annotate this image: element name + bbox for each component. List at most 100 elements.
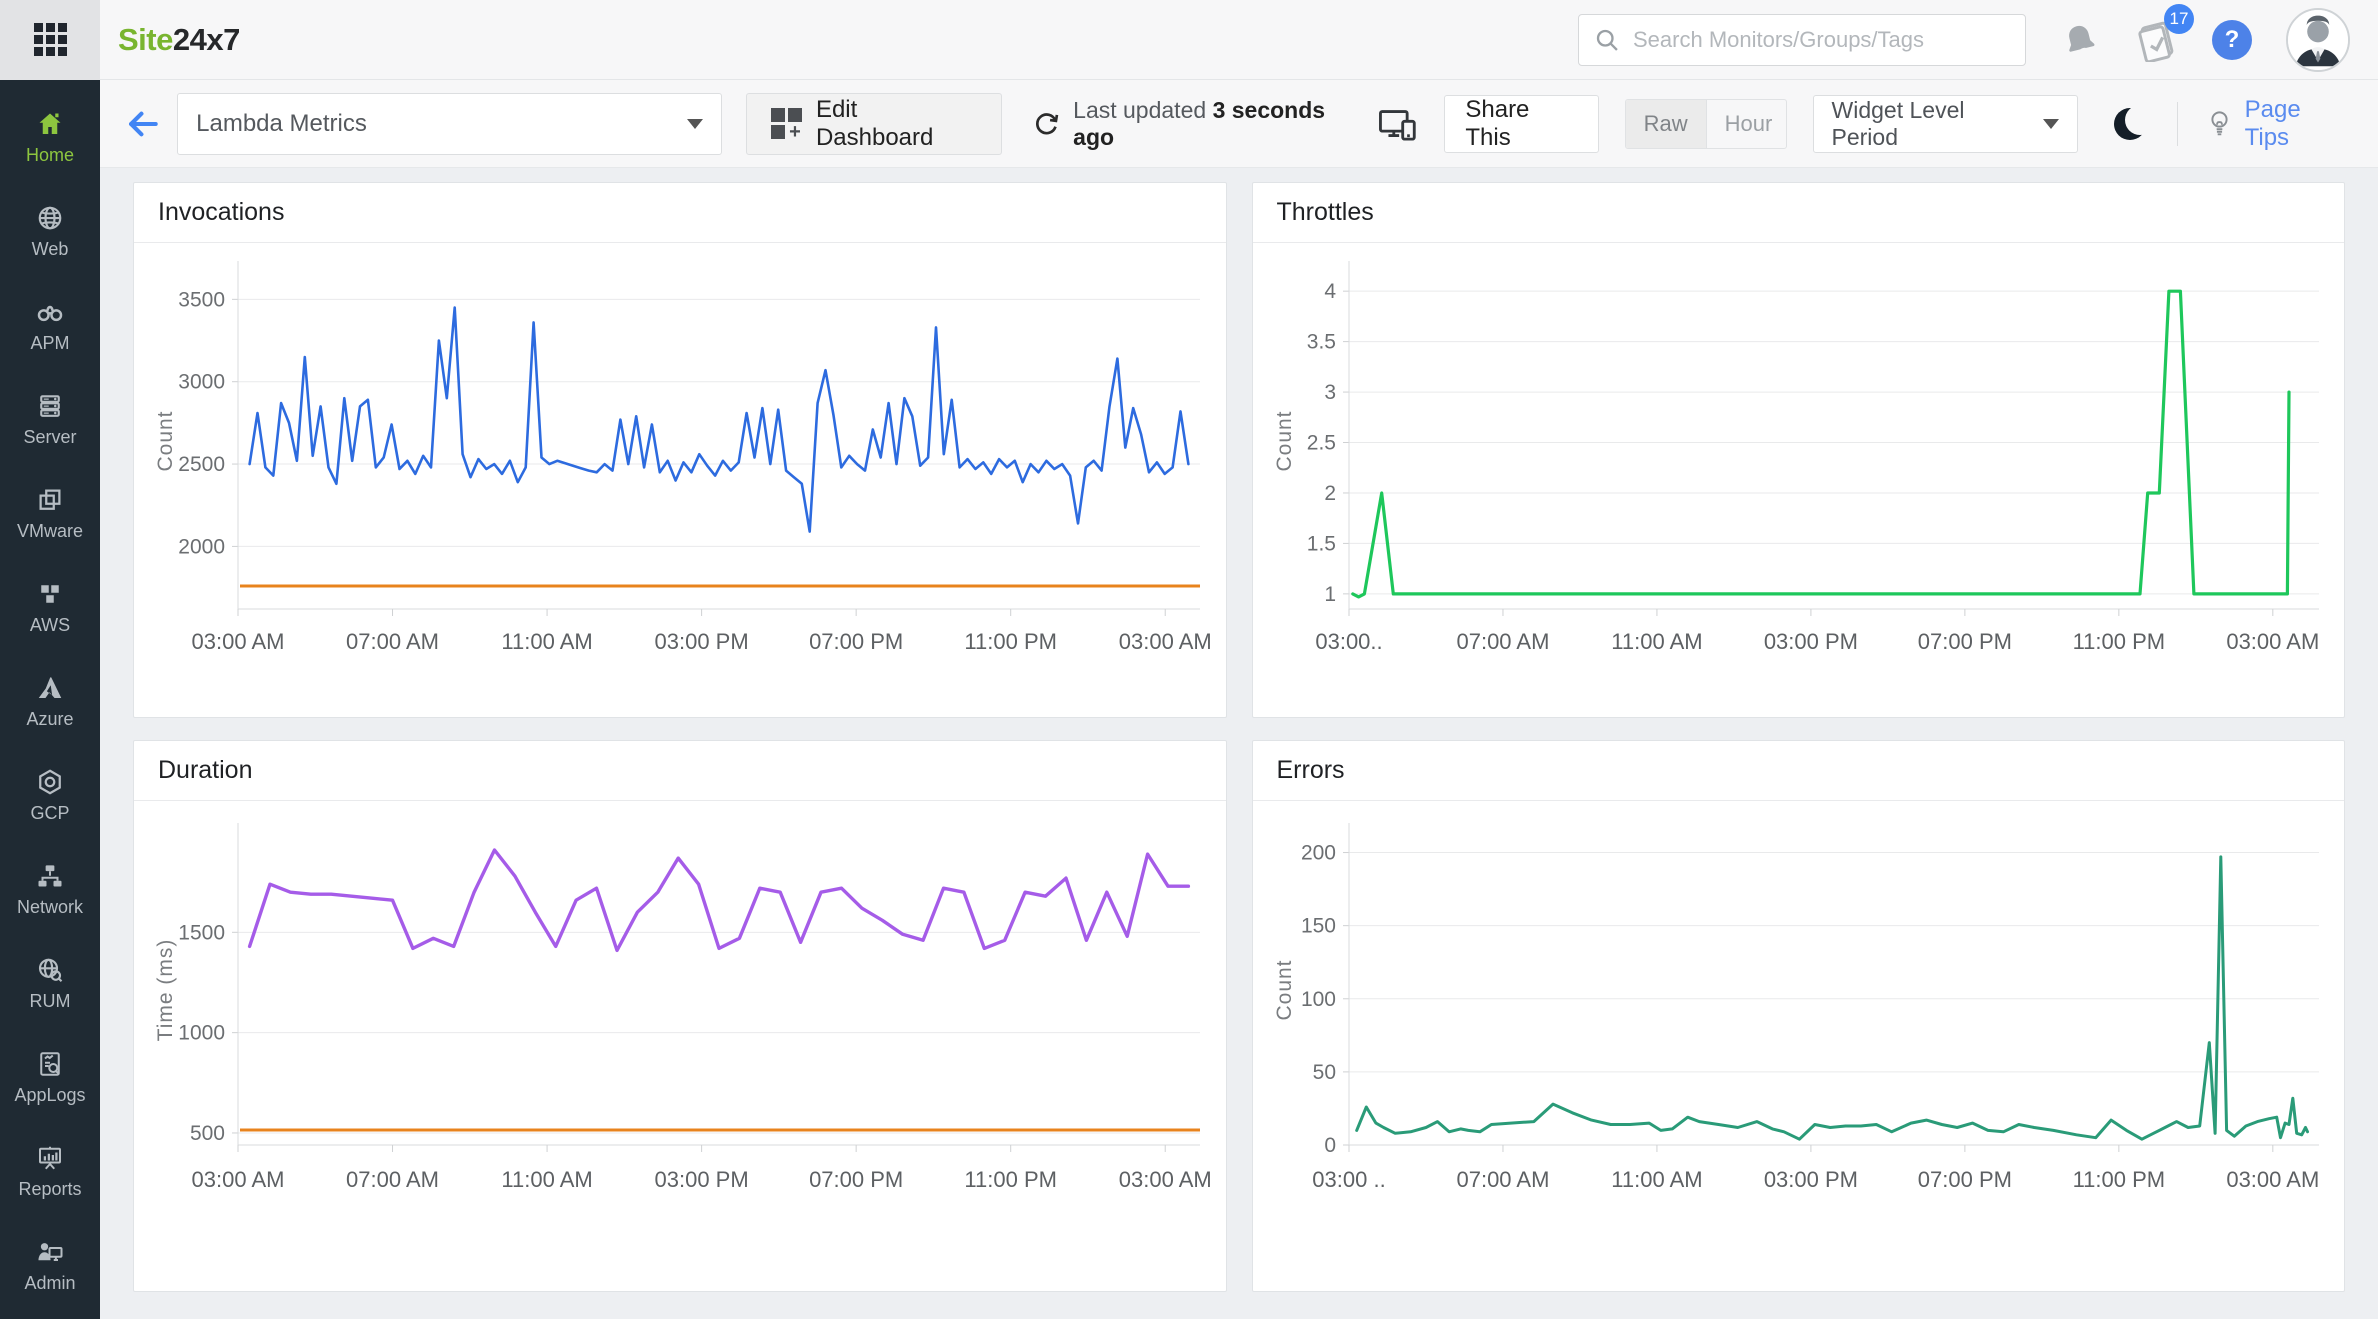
avatar-person-icon bbox=[2288, 9, 2348, 70]
network-icon bbox=[38, 864, 62, 886]
notification-count-badge: 17 bbox=[2164, 3, 2194, 34]
sidebar-item-aws[interactable]: AWS bbox=[0, 560, 100, 654]
svg-text:03:00 AM: 03:00 AM bbox=[2226, 629, 2319, 654]
dark-mode-toggle-moon-icon[interactable] bbox=[2112, 104, 2155, 142]
svg-text:03:00 AM: 03:00 AM bbox=[1119, 1167, 1212, 1192]
sidebar-item-applogs[interactable]: AppLogs bbox=[0, 1030, 100, 1124]
svg-text:200: 200 bbox=[1300, 842, 1335, 865]
bell-icon bbox=[2069, 25, 2095, 53]
sidebar-item-network[interactable]: Network bbox=[0, 842, 100, 936]
page-tips-label: Page Tips bbox=[2244, 95, 2301, 151]
reports-icon bbox=[39, 1146, 61, 1169]
throttles-series-line bbox=[1350, 289, 2291, 599]
sidebar-item-label: Home bbox=[25, 144, 74, 165]
svg-text:03:00 AM: 03:00 AM bbox=[2226, 1167, 2319, 1192]
help-button[interactable]: ? bbox=[2212, 19, 2252, 60]
tasks-icon bbox=[2138, 21, 2174, 62]
sidebar-item-label: Reports bbox=[18, 1178, 82, 1199]
search-icon bbox=[1596, 29, 1618, 51]
svg-text:07:00 AM: 07:00 AM bbox=[1456, 1167, 1549, 1192]
svg-text:Count: Count bbox=[154, 410, 177, 471]
apps-menu-button[interactable] bbox=[0, 0, 100, 80]
site24x7-logo[interactable]: Site24x7 bbox=[118, 22, 240, 58]
svg-text:1.5: 1.5 bbox=[1306, 532, 1335, 555]
edit-dashboard-button[interactable]: + Edit Dashboard bbox=[745, 92, 1002, 155]
throttles-panel-title: Throttles bbox=[1252, 183, 2344, 243]
invocations-chart-canvas[interactable]: 2000 2500 3000 3500 03:00 AM 07:00 AM 11:00 AM… bbox=[134, 243, 1226, 715]
devices-icon[interactable] bbox=[1376, 102, 1419, 146]
sidebar-item-reports[interactable]: Reports bbox=[0, 1124, 100, 1218]
svg-text:3500: 3500 bbox=[178, 288, 225, 311]
svg-text:03:00 AM: 03:00 AM bbox=[1119, 629, 1212, 654]
sidebar-item-web[interactable]: Web bbox=[0, 184, 100, 278]
svg-text:150: 150 bbox=[1300, 915, 1335, 938]
applogs-icon bbox=[40, 1051, 60, 1076]
tasks-button[interactable]: 17 bbox=[2134, 3, 2194, 62]
svg-text:07:00 PM: 07:00 PM bbox=[809, 1167, 903, 1192]
svg-text:07:00 AM: 07:00 AM bbox=[1456, 629, 1549, 654]
svg-text:03:00 AM: 03:00 AM bbox=[192, 629, 285, 654]
throttles-chart-canvas[interactable]: 1 1.5 2 2.5 3 3.5 4 03:00.. 07:00 AM 11:00 AM 03:0… bbox=[1253, 243, 2345, 715]
search-input[interactable] bbox=[1633, 26, 2011, 53]
sidebar-item-server[interactable]: Server bbox=[0, 372, 100, 466]
refresh-icon[interactable] bbox=[1032, 109, 1061, 139]
svg-text:2000: 2000 bbox=[178, 535, 225, 558]
sidebar-item-azure[interactable]: Azure bbox=[0, 654, 100, 748]
svg-text:03:00..: 03:00.. bbox=[1315, 629, 1382, 654]
last-updated-text: Last updated 3 seconds ago bbox=[1073, 96, 1326, 150]
global-search[interactable] bbox=[1578, 13, 2026, 66]
sidebar-item-label: Azure bbox=[26, 708, 74, 729]
toggle-raw[interactable]: Raw bbox=[1625, 99, 1707, 148]
sidebar-item-label: Web bbox=[31, 238, 69, 259]
last-updated-group: Last updated 3 seconds ago bbox=[1032, 97, 1366, 151]
svg-text:11:00 PM: 11:00 PM bbox=[964, 1167, 1057, 1192]
sidebar-item-label: AWS bbox=[29, 614, 71, 635]
svg-text:11:00 AM: 11:00 AM bbox=[1611, 629, 1702, 654]
sidebar-item-admin[interactable]: Admin bbox=[0, 1218, 100, 1312]
sidebar-item-apm[interactable]: APM bbox=[0, 278, 100, 372]
svg-text:3: 3 bbox=[1324, 381, 1336, 404]
svg-text:07:00 PM: 07:00 PM bbox=[809, 629, 903, 654]
svg-text:11:00 PM: 11:00 PM bbox=[2072, 1167, 2165, 1192]
aws-icon bbox=[41, 584, 59, 603]
sidebar-item-label: VMware bbox=[16, 520, 83, 541]
sidebar-item-rum[interactable]: RUM bbox=[0, 936, 100, 1030]
svg-text:03:00 PM: 03:00 PM bbox=[655, 1167, 749, 1192]
rum-icon bbox=[38, 958, 63, 982]
svg-text:3000: 3000 bbox=[178, 371, 225, 394]
apps-grid-icon bbox=[33, 23, 67, 56]
page-tips-button[interactable]: Page Tips bbox=[2204, 96, 2348, 152]
svg-text:07:00 PM: 07:00 PM bbox=[1917, 1167, 2011, 1192]
toggle-hour[interactable]: Hour bbox=[1724, 110, 1773, 136]
last-updated-value: 3 seconds ago bbox=[1073, 96, 1326, 150]
back-arrow-icon bbox=[129, 111, 158, 136]
invocations-panel: Invocations 2000 2500 3000 3500 03:00 AM 07:00… bbox=[133, 182, 1227, 718]
errors-chart-canvas[interactable]: 0 50 100 150 200 03:00 .. 07:00 AM 11:00 AM 03:0… bbox=[1253, 801, 2345, 1289]
duration-chart-canvas[interactable]: 500 1000 1500 03:00 AM 07:00 AM 11:00 AM 03:00… bbox=[134, 801, 1226, 1289]
sidebar-item-label: Admin bbox=[24, 1272, 76, 1293]
alerts-button[interactable] bbox=[2060, 20, 2100, 60]
dashboard-selector[interactable]: Lambda Metrics bbox=[177, 92, 722, 155]
svg-text:3.5: 3.5 bbox=[1306, 331, 1335, 354]
widget-level-period-selector[interactable]: Widget Level Period bbox=[1812, 94, 2078, 153]
svg-text:2.5: 2.5 bbox=[1306, 432, 1335, 455]
server-icon bbox=[40, 394, 60, 417]
vmware-icon bbox=[39, 489, 61, 510]
sidebar-item-gcp[interactable]: GCP bbox=[0, 748, 100, 842]
back-button[interactable] bbox=[124, 104, 163, 144]
sidebar-item-vmware[interactable]: VMware bbox=[0, 466, 100, 560]
globe-icon bbox=[38, 206, 62, 229]
svg-text:1500: 1500 bbox=[178, 921, 225, 944]
logo-text-dark: 24x7 bbox=[172, 21, 240, 57]
share-this-button[interactable]: Share This bbox=[1444, 94, 1599, 153]
share-this-label: Share This bbox=[1465, 95, 1530, 151]
sidebar-item-home[interactable]: Home bbox=[0, 90, 100, 184]
svg-text:07:00 AM: 07:00 AM bbox=[346, 629, 439, 654]
svg-text:03:00 PM: 03:00 PM bbox=[1763, 629, 1857, 654]
bulb-icon bbox=[2211, 110, 2228, 135]
svg-text:2500: 2500 bbox=[178, 453, 225, 476]
invocations-series-line bbox=[248, 306, 1190, 533]
svg-text:500: 500 bbox=[190, 1122, 225, 1145]
user-avatar[interactable] bbox=[2286, 7, 2350, 72]
svg-text:50: 50 bbox=[1312, 1061, 1335, 1084]
